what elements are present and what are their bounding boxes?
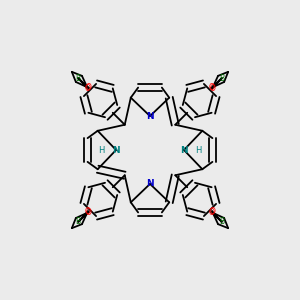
Text: B: B [219, 74, 224, 83]
Text: B: B [76, 217, 81, 226]
Text: O: O [209, 207, 215, 216]
Text: O: O [85, 207, 91, 216]
Text: O: O [208, 208, 214, 217]
Text: H: H [195, 146, 202, 154]
Text: H: H [98, 146, 105, 154]
Text: O: O [209, 84, 215, 93]
Text: B: B [219, 217, 224, 226]
Text: N: N [146, 112, 154, 121]
Text: N: N [146, 179, 154, 188]
Text: N: N [180, 146, 188, 154]
Text: O: O [86, 208, 92, 217]
Text: O: O [208, 83, 214, 92]
Text: O: O [85, 84, 91, 93]
Text: B: B [76, 74, 81, 83]
Text: N: N [112, 146, 120, 154]
Text: O: O [86, 83, 92, 92]
